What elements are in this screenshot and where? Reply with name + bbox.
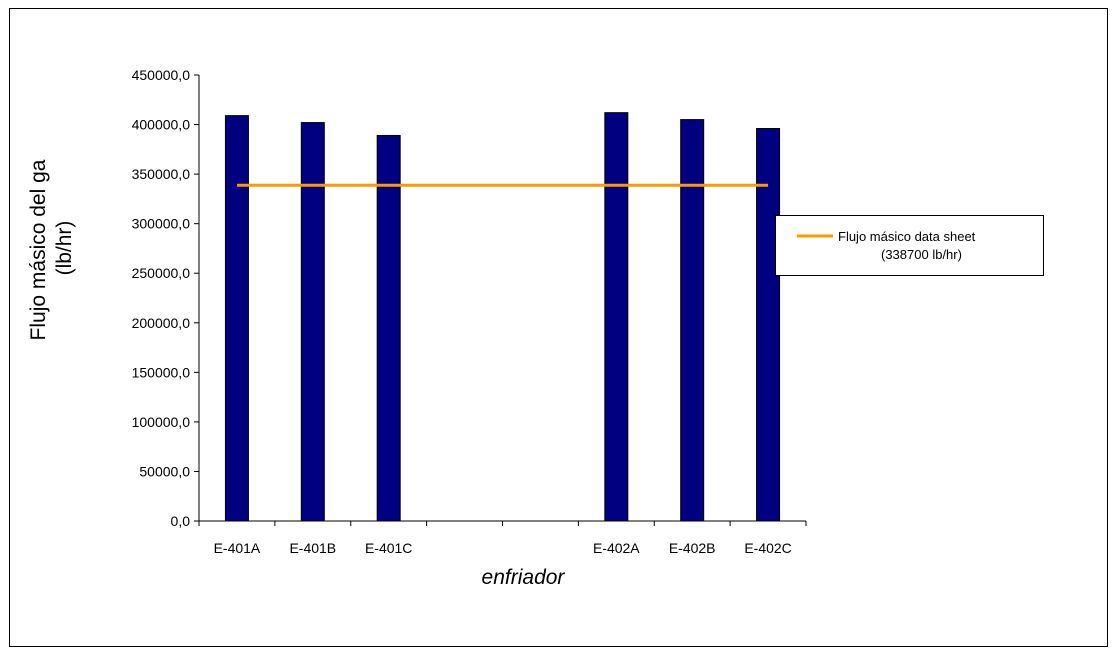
legend-label-line-2: (338700 lb/hr) bbox=[881, 247, 962, 262]
y-tick-label: 150000,0 bbox=[132, 364, 191, 380]
y-axis-title: Flujo másico del ga (lb/hr) bbox=[27, 159, 76, 340]
bar bbox=[224, 115, 249, 522]
y-axis-title-line-2: (lb/hr) bbox=[53, 221, 76, 276]
bar bbox=[756, 128, 781, 522]
x-tick-label: E-401C bbox=[365, 540, 412, 556]
x-tick-label: E-402A bbox=[593, 540, 640, 556]
bar bbox=[680, 119, 705, 522]
y-tick-label: 300000,0 bbox=[132, 216, 191, 232]
y-axis-title-line-1: Flujo másico del ga bbox=[27, 159, 50, 340]
bar bbox=[300, 122, 325, 522]
y-tick-label: 250000,0 bbox=[132, 265, 191, 281]
x-axis: E-401A E-401B E-401C E-402A E-402B E-402C bbox=[198, 520, 807, 556]
y-tick-label: 450000,0 bbox=[132, 67, 191, 83]
x-axis-title: enfriador bbox=[482, 566, 566, 589]
y-tick-label: 50000,0 bbox=[139, 463, 190, 479]
legend-box bbox=[775, 215, 1044, 276]
x-tick-label: E-401A bbox=[214, 540, 261, 556]
x-tick-label: E-401B bbox=[289, 540, 336, 556]
y-tick-label: 200000,0 bbox=[132, 315, 191, 331]
bar bbox=[604, 112, 629, 522]
bar-series bbox=[224, 112, 781, 522]
x-tick-label: E-402B bbox=[669, 540, 716, 556]
bar bbox=[376, 134, 401, 522]
y-tick-label: 350000,0 bbox=[132, 166, 191, 182]
x-tick-label: E-402C bbox=[744, 540, 791, 556]
y-tick-label: 400000,0 bbox=[132, 117, 191, 133]
y-axis: 0,0 50000,0 100000,0 150000,0 200000,0 250000… bbox=[132, 67, 200, 529]
y-tick-label: 100000,0 bbox=[132, 414, 191, 430]
legend: Flujo másico data sheet (338700 lb/hr) bbox=[775, 215, 1044, 276]
y-tick-label: 0,0 bbox=[171, 513, 191, 529]
chart-border bbox=[9, 8, 1108, 647]
legend-label-line-1: Flujo másico data sheet bbox=[838, 229, 976, 244]
